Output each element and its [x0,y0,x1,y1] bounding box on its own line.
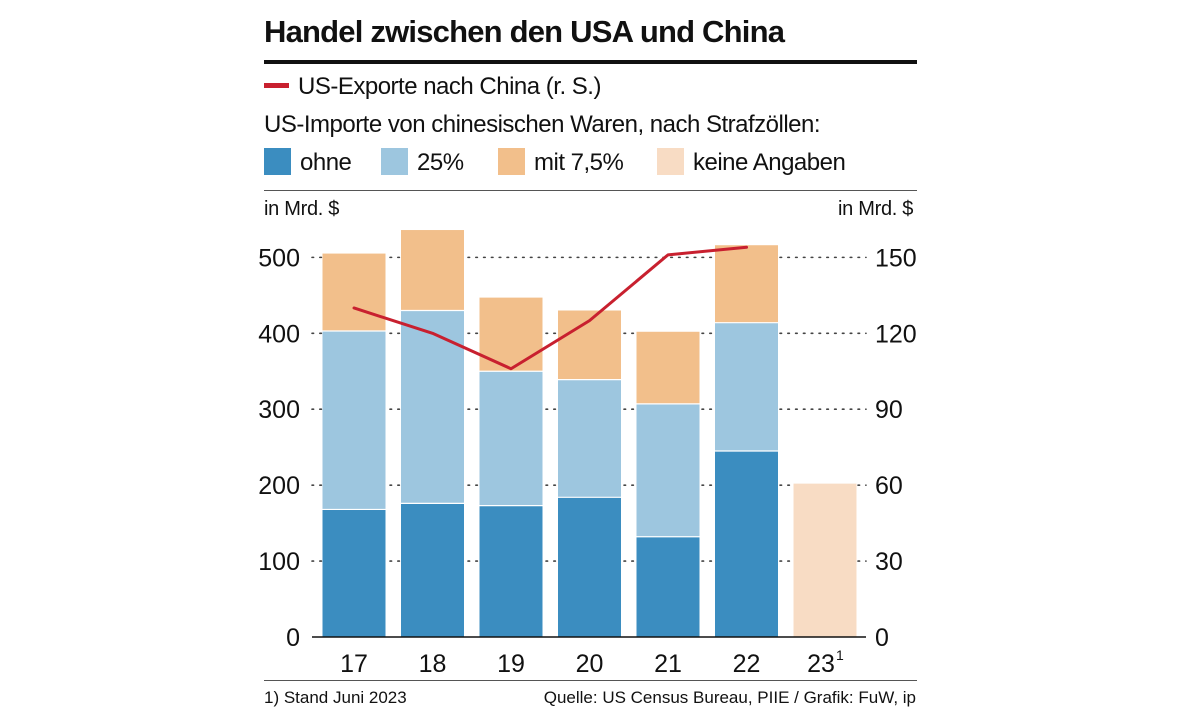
line-layer [352,245,748,371]
bar-segment [636,331,700,404]
legend-item-keine-angaben: keine Angaben [657,148,846,178]
bar-segment [401,230,464,311]
bar-segment [479,371,543,506]
title-rule [264,60,917,64]
y2-tick-label: 60 [875,472,903,500]
legend-label: keine Angaben [693,149,846,176]
legend-item-7-5: mit 7,5% [498,148,624,178]
legend-swatch [264,148,291,176]
footer-rule [264,680,917,681]
bar-layer [322,230,857,637]
legend-line-entry: US-Exporte nach China (r. S.) [264,72,601,102]
legend-label: 25% [417,149,464,176]
x-tick-label: 17 [340,650,368,678]
x-tick-label: 19 [497,650,525,678]
bar-segment [558,379,621,498]
bar-segment [636,403,700,537]
legend-item-25: 25% [381,148,464,178]
y2-tick-label: 120 [875,320,917,348]
legend-rule [264,190,917,191]
y-tick-label: 500 [258,244,300,272]
bar-segment [322,253,386,332]
bar-segment [636,536,700,637]
x-tick-label: 22 [733,650,761,678]
bar-segment [401,310,464,504]
bar-segment [558,497,621,637]
bar-segment [715,450,778,637]
legend-label: mit 7,5% [534,149,624,176]
right-axis-unit: in Mrd. $ [838,198,914,220]
chart-title: Handel zwischen den USA und China [264,14,785,49]
x-tick-label: 20 [576,650,604,678]
legend-label: ohne [300,149,352,176]
y2-tick-label: 150 [875,244,917,272]
legend-swatch [381,148,408,176]
legend-line-swatch [264,83,289,89]
y-tick-label: 200 [258,472,300,500]
bar-segment [322,331,386,510]
legend-swatch [498,148,525,176]
x-tick-footnote: 1 [836,647,844,663]
bar-segment [715,245,778,323]
exports-line [352,245,748,371]
legend-imports-heading: US-Importe von chinesischen Waren, nach … [264,111,821,138]
y2-tick-label: 90 [875,396,903,424]
x-tick-label: 23 [807,650,835,678]
y-tick-label: 0 [286,624,300,652]
x-tick-label: 21 [654,650,682,678]
x-tick-label: 18 [419,650,447,678]
tick-layer: 0 100 200 300 400 500 0 30 60 90 120 150 17 18 19 20 21 2… [258,244,916,678]
y-tick-label: 400 [258,320,300,348]
y2-tick-label: 0 [875,624,889,652]
y2-tick-label: 30 [875,548,903,576]
left-axis-unit: in Mrd. $ [264,198,340,220]
source-credit: Quelle: US Census Bureau, PIIE / Grafik:… [543,688,916,707]
legend-item-ohne: ohne [264,148,352,178]
bar-segment [322,509,386,637]
bar-segment [401,503,464,637]
legend-line-label: US-Exporte nach China (r. S.) [298,73,601,100]
bar-segment [715,322,778,451]
legend-swatch [657,148,684,176]
y-tick-label: 100 [258,548,300,576]
footnote: 1) Stand Juni 2023 [264,688,407,707]
bar-segment [793,483,857,637]
y-tick-label: 300 [258,396,300,424]
bar-segment [479,505,543,637]
